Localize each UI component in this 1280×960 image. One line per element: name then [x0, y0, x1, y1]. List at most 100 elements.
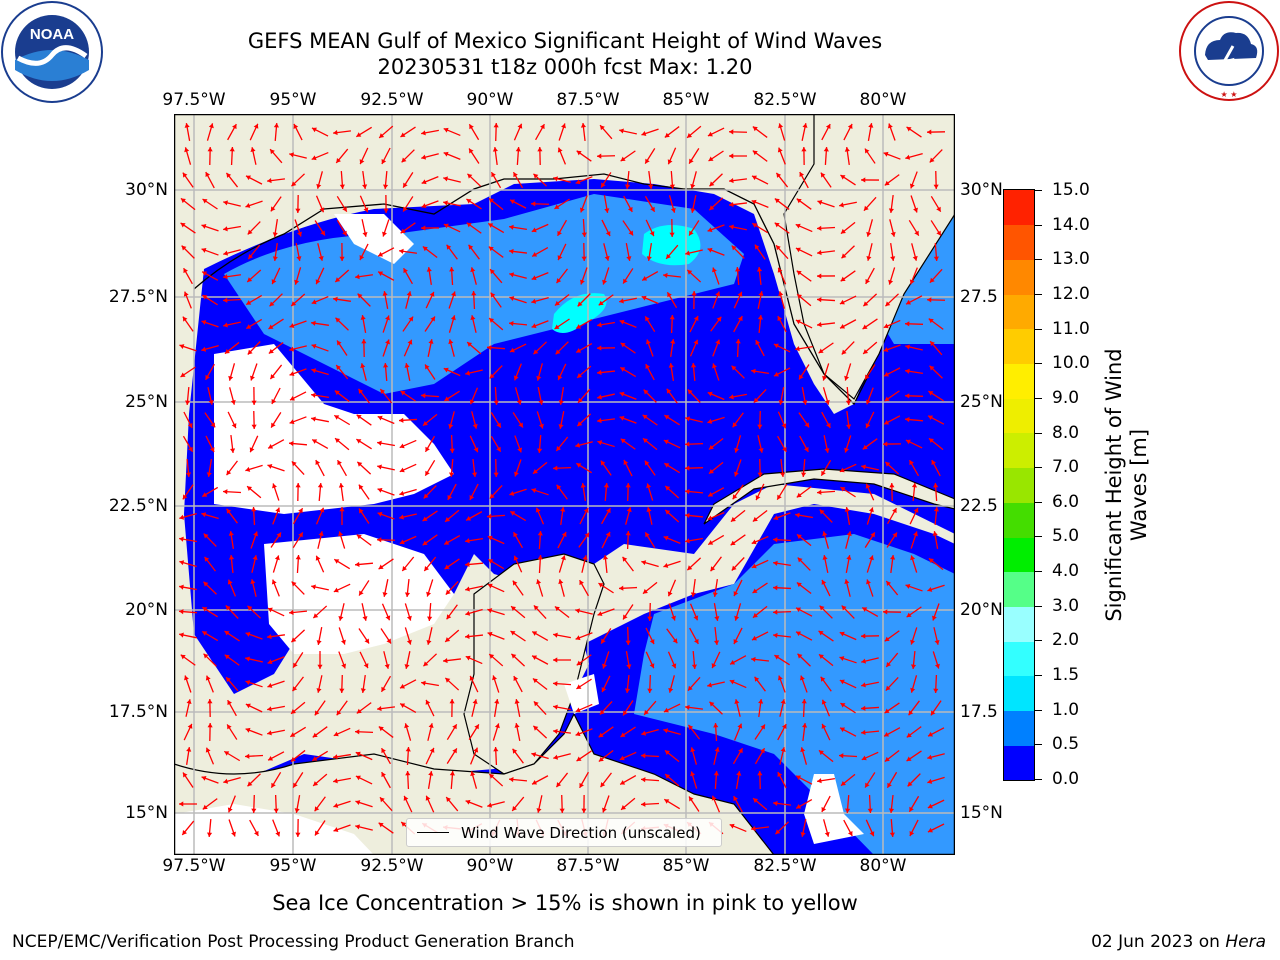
wave-direction-arrow	[314, 700, 326, 716]
wave-direction-arrow	[251, 794, 257, 814]
wave-direction-arrow	[932, 531, 939, 549]
wave-direction-arrow	[646, 507, 653, 525]
wave-direction-arrow	[687, 389, 701, 403]
wave-direction-arrow	[795, 319, 813, 329]
wave-direction-arrow	[644, 315, 656, 333]
colorbar-segment	[1004, 328, 1034, 365]
wave-direction-arrow	[427, 723, 434, 741]
wave-direction-arrow	[577, 388, 591, 404]
axis-tick-label: 17.5°N	[108, 702, 168, 722]
wave-direction-arrow	[445, 796, 459, 812]
wave-direction-arrow	[295, 554, 301, 574]
wave-direction-arrow	[667, 147, 677, 165]
wave-direction-arrow	[860, 705, 880, 711]
wave-direction-arrow	[245, 680, 263, 688]
wave-direction-arrow	[251, 506, 257, 526]
wave-direction-arrow	[425, 699, 435, 717]
wave-direction-arrow	[752, 797, 768, 811]
wave-direction-arrow	[338, 531, 346, 549]
wave-direction-arrow	[663, 728, 681, 736]
white-shelf-1	[214, 344, 454, 514]
wave-direction-arrow	[664, 509, 680, 523]
wave-direction-arrow	[207, 698, 213, 718]
wave-direction-arrow	[289, 345, 307, 352]
wave-direction-arrow	[381, 603, 391, 621]
wave-direction-arrow	[665, 244, 679, 260]
wave-direction-arrow	[816, 250, 836, 256]
wave-direction-arrow	[844, 579, 851, 597]
wave-direction-arrow	[487, 801, 505, 808]
wave-direction-arrow	[710, 556, 722, 572]
wave-direction-arrow	[358, 580, 370, 596]
wave-direction-arrow	[796, 293, 812, 307]
wave-direction-arrow	[267, 680, 285, 688]
wave-direction-arrow	[377, 271, 395, 281]
wave-direction-arrow	[800, 747, 808, 765]
wave-direction-arrow	[668, 195, 676, 213]
gulf-map	[174, 114, 955, 855]
wave-direction-arrow	[334, 437, 350, 451]
wave-direction-arrow	[690, 578, 696, 598]
wave-direction-arrow	[510, 653, 526, 667]
wave-direction-arrow	[183, 291, 192, 309]
wave-direction-arrow	[644, 460, 656, 476]
wave-direction-arrow	[575, 632, 593, 641]
wave-direction-arrow	[404, 651, 411, 669]
wave-direction-arrow	[227, 579, 237, 597]
wave-direction-arrow	[603, 195, 610, 213]
wave-direction-arrow	[244, 753, 264, 759]
wave-direction-arrow	[443, 223, 461, 233]
wave-direction-arrow	[883, 415, 901, 425]
colorbar-segment	[1004, 537, 1034, 573]
wave-direction-arrow	[733, 315, 743, 333]
wave-direction-arrow	[336, 700, 348, 716]
wave-direction-arrow	[468, 123, 480, 141]
wave-direction-arrow	[295, 194, 301, 214]
wave-direction-arrow	[466, 222, 482, 234]
wave-direction-arrow	[687, 724, 701, 740]
wave-direction-arrow	[426, 627, 433, 645]
wave-direction-arrow	[270, 532, 282, 548]
wave-direction-arrow	[404, 627, 412, 645]
wave-direction-arrow	[890, 243, 896, 261]
wave-direction-arrow	[625, 243, 632, 261]
colorbar-label: Significant Height of Wind Waves [m]	[1102, 348, 1151, 622]
wave-direction-arrow	[906, 750, 922, 762]
wave-direction-arrow	[774, 198, 790, 210]
wave-direction-arrow	[267, 464, 285, 472]
wave-direction-arrow	[822, 819, 830, 837]
wave-direction-arrow	[466, 198, 482, 210]
wave-direction-arrow	[294, 267, 302, 285]
wave-direction-arrow	[312, 773, 328, 787]
wave-direction-arrow	[267, 729, 285, 736]
wave-direction-arrow	[758, 698, 764, 718]
wave-direction-arrow	[377, 511, 395, 520]
wave-direction-arrow	[909, 267, 918, 285]
wave-direction-arrow	[378, 822, 394, 834]
wave-direction-arrow	[399, 679, 417, 689]
wave-direction-arrow	[202, 798, 218, 810]
wave-direction-arrow	[444, 629, 460, 643]
wave-direction-arrow	[471, 290, 477, 310]
wave-direction-arrow	[845, 555, 852, 573]
wave-direction-arrow	[251, 555, 258, 573]
wave-direction-arrow	[619, 128, 637, 135]
wave-direction-arrow	[359, 243, 369, 261]
wave-direction-arrow	[269, 293, 283, 307]
wave-direction-arrow	[556, 484, 568, 500]
wave-direction-arrow	[645, 219, 655, 237]
wave-direction-arrow	[927, 753, 945, 760]
colorbar-segment	[1004, 190, 1034, 226]
wave-direction-arrow	[493, 746, 499, 766]
wave-direction-arrow	[577, 293, 591, 307]
wave-direction-arrow	[557, 147, 567, 165]
wave-direction-arrow	[270, 771, 282, 789]
wave-direction-arrow	[816, 273, 836, 279]
wave-direction-arrow	[359, 651, 369, 669]
wave-direction-arrow	[819, 509, 833, 523]
wave-direction-arrow	[555, 268, 569, 284]
wave-direction-arrow	[383, 651, 390, 669]
wave-direction-arrow	[844, 363, 852, 381]
wave-direction-arrow	[796, 533, 812, 547]
wave-direction-arrow	[821, 795, 831, 813]
